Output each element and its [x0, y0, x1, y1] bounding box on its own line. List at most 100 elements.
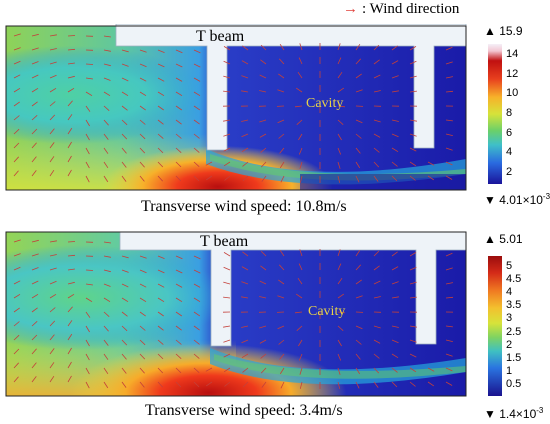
wind-arrow: [49, 348, 55, 355]
wind-arrow: [103, 381, 109, 389]
wind-arrow: [391, 147, 399, 153]
wind-arrow: [445, 61, 453, 65]
wind-arrow: [242, 175, 249, 182]
wind-arrow: [103, 161, 109, 169]
wind-arrow: [297, 71, 303, 79]
wind-arrow: [13, 60, 21, 65]
colorbar-2-min: ▼ 1.4×10-3: [484, 406, 544, 421]
wind-arrow: [193, 283, 201, 288]
wind-arrow: [67, 48, 76, 51]
wind-arrow: [31, 267, 39, 271]
wind-arrow: [175, 255, 183, 260]
wind-arrow: [121, 119, 128, 126]
wind-arrow: [355, 353, 361, 360]
wind-arrow: [277, 325, 285, 330]
wind-arrow: [445, 161, 453, 166]
wind-arrow: [13, 47, 21, 51]
wind-arrow: [278, 339, 285, 345]
wind-arrow: [31, 74, 39, 79]
velocity-field-panel-2: T beam Cavity: [0, 230, 480, 400]
wind-arrow: [67, 35, 76, 37]
colorbar-tick-label: 4: [506, 146, 513, 159]
wind-arrow: [193, 269, 201, 274]
wind-arrow: [299, 249, 303, 257]
wind-arrow: [121, 325, 128, 332]
wind-arrow: [139, 255, 147, 259]
colorbar-tick-label: 2: [506, 338, 513, 351]
wind-arrow: [67, 293, 75, 299]
caption-1: Transverse wind speed: 10.8m/s: [141, 198, 347, 215]
wind-arrow: [139, 283, 147, 288]
wind-arrow: [85, 175, 90, 183]
wind-arrow: [103, 175, 109, 183]
wind-arrow: [175, 311, 183, 317]
wind-arrow: [175, 297, 183, 303]
wind-arrow: [391, 161, 398, 167]
wind-arrow: [373, 296, 381, 299]
wind-arrow: [391, 325, 399, 328]
wind-arrow: [31, 239, 39, 243]
wind-arrow: [373, 44, 380, 51]
wind-arrow: [445, 119, 453, 122]
wind-arrow: [223, 367, 231, 373]
wind-arrow: [355, 339, 362, 345]
wind-arrow: [241, 75, 249, 79]
wind-arrow: [103, 325, 109, 332]
wind-arrow: [391, 119, 399, 122]
wind-arrow: [241, 60, 249, 65]
wind-arrow: [85, 63, 94, 65]
wind-arrow: [139, 339, 146, 346]
wind-arrow: [175, 325, 182, 331]
wind-arrow: [49, 87, 57, 93]
wind-arrow: [67, 333, 73, 341]
wind-arrow: [49, 375, 55, 383]
wind-arrow: [121, 255, 129, 259]
wind-arrow: [103, 105, 110, 111]
wind-arrow: [67, 361, 72, 369]
wind-arrow: [296, 325, 303, 331]
wind-arrow: [139, 269, 147, 274]
wind-arrow: [260, 44, 267, 51]
wind-arrow: [85, 119, 90, 127]
wind-arrow: [259, 74, 267, 79]
t-beam-label: T beam: [196, 28, 245, 45]
wind-arrow: [223, 296, 231, 299]
wind-arrow: [355, 89, 363, 93]
wind-arrow: [259, 119, 267, 123]
wind-arrow: [223, 119, 231, 122]
wind-arrow: [157, 63, 165, 68]
wind-arrow: [193, 297, 201, 303]
wind-arrow: [85, 339, 90, 347]
wind-arrow: [337, 263, 342, 271]
wind-arrow: [121, 381, 127, 388]
wind-arrow: [279, 147, 285, 154]
wind-arrow: [13, 321, 20, 327]
wind-arrow: [223, 161, 231, 167]
wind-arrow: [280, 175, 285, 183]
wind-arrow: [49, 61, 57, 65]
wind-arrow: [223, 133, 231, 137]
wind-arrow: [175, 105, 183, 111]
wind-arrow: [139, 297, 147, 303]
wind-arrow: [223, 325, 231, 328]
colorbar-1-min: ▼ 4.01×10-3: [484, 192, 550, 207]
wind-arrow: [445, 325, 453, 328]
wind-arrow: [13, 376, 19, 383]
wind-arrow: [337, 175, 341, 183]
wind-arrow: [157, 367, 164, 374]
wind-arrow: [260, 250, 267, 257]
wind-arrow: [223, 75, 231, 79]
wind-arrow: [279, 249, 285, 257]
wind-arrow: [13, 239, 21, 243]
wind-arrow: [373, 280, 381, 285]
wind-arrow: [261, 175, 267, 182]
wind-arrow: [337, 311, 346, 314]
wind-arrow: [193, 161, 200, 167]
wind-arrow: [121, 367, 127, 374]
wind-arrow: [85, 161, 90, 169]
wind-arrow: [373, 367, 380, 374]
wind-arrow: [85, 325, 90, 333]
wind-arrow: [49, 48, 57, 51]
wind-arrow: [409, 252, 417, 257]
wind-arrow: [373, 74, 381, 79]
